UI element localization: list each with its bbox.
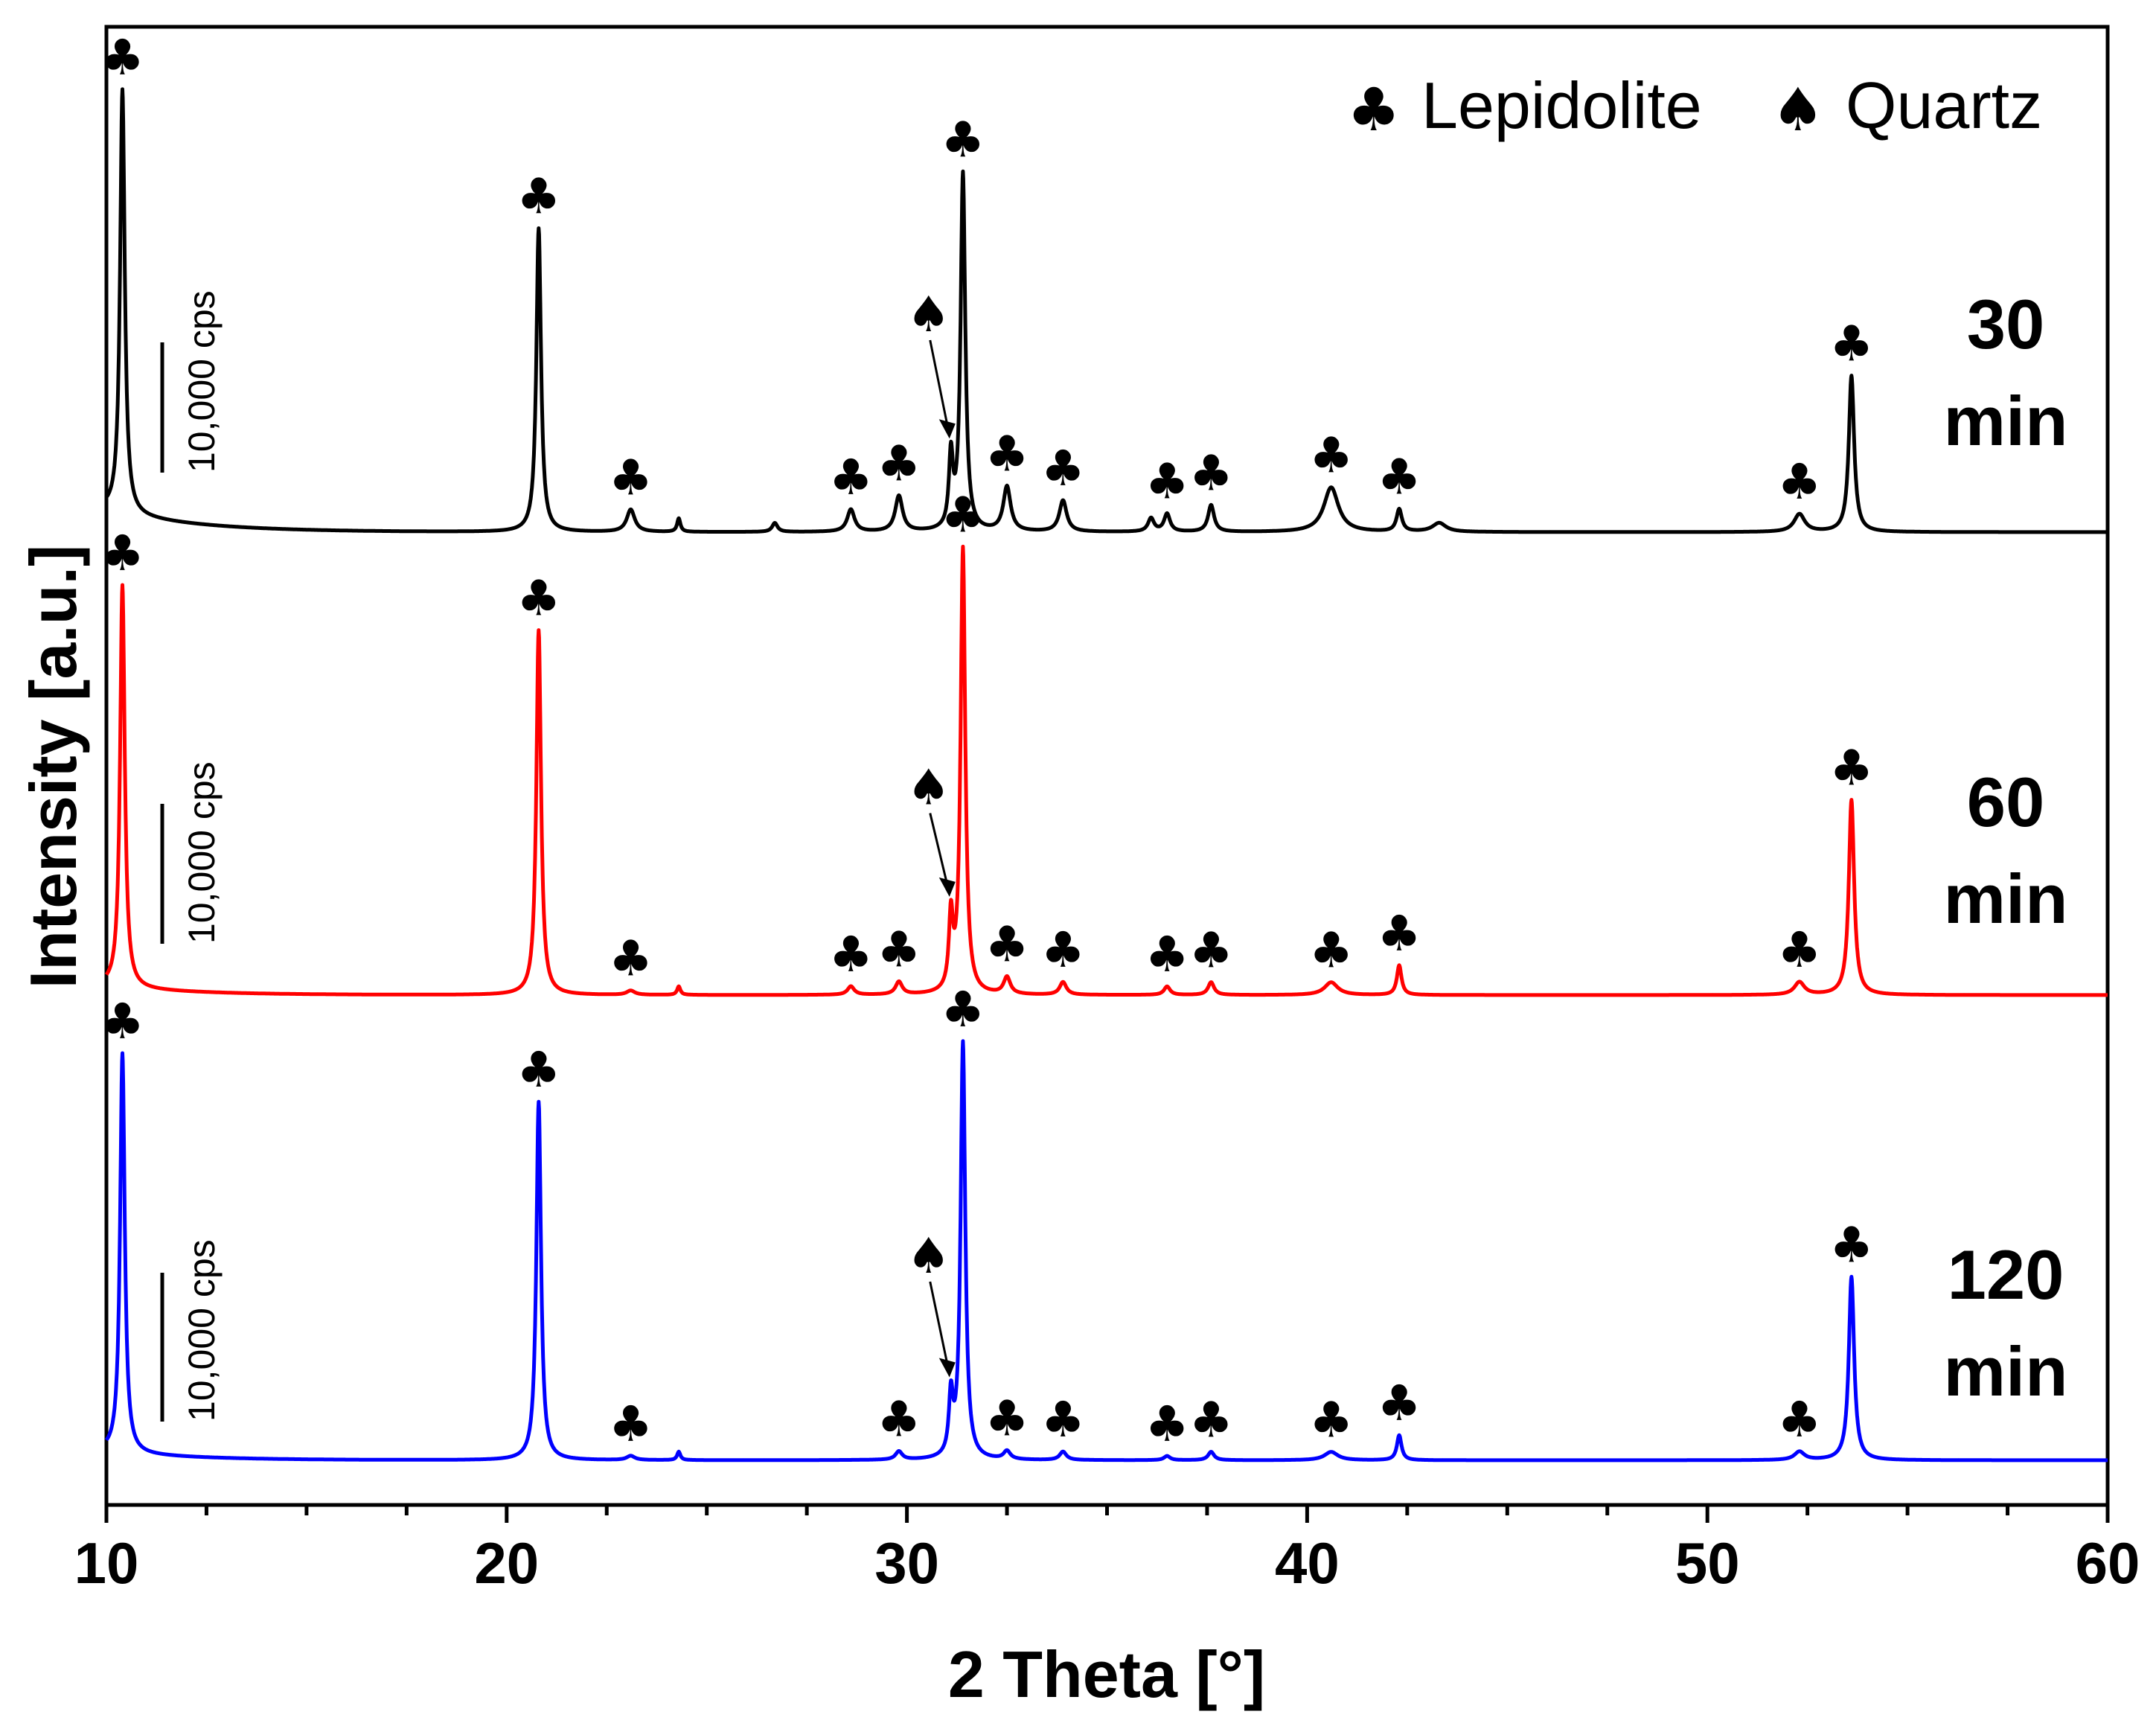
series-line bbox=[104, 87, 2109, 534]
legend-lepidolite-label: Lepidolite bbox=[1421, 68, 1702, 142]
lepidolite-marker: ♣ bbox=[516, 168, 560, 226]
lepidolite-marker: ♣ bbox=[1309, 922, 1353, 979]
legend-quartz-label: Quartz bbox=[1846, 68, 2042, 142]
x-axis-ticks: 10 20 30 40 50 60 bbox=[74, 1505, 2140, 1596]
lepidolite-marker: ♣ bbox=[1041, 440, 1085, 497]
series-label-layer: 30 min 10,000 cps 60 min 10,000 cps 120 min 10,0… bbox=[160, 285, 2068, 1422]
quartz-arrow-line bbox=[929, 1281, 951, 1375]
legend-quartz-symbol: ♠ bbox=[1771, 75, 1825, 144]
lepidolite-marker: ♣ bbox=[1829, 740, 1873, 797]
lepidolite-marker: ♣ bbox=[1378, 905, 1421, 962]
lepidolite-marker: ♣ bbox=[1189, 1392, 1233, 1449]
lepidolite-marker: ♣ bbox=[1041, 1391, 1085, 1448]
lepidolite-marker: ♣ bbox=[985, 915, 1029, 973]
lepidolite-marker: ♣ bbox=[829, 926, 873, 983]
x-tick-label: 30 bbox=[874, 1530, 939, 1596]
quartz-arrow-head bbox=[938, 419, 956, 439]
lepidolite-marker: ♣ bbox=[941, 486, 985, 543]
lepidolite-marker: ♣ bbox=[941, 111, 985, 168]
x-tick-label: 10 bbox=[74, 1530, 139, 1596]
series-time-label: 120 bbox=[1948, 1236, 2064, 1314]
quartz-marker: ♠ bbox=[906, 286, 950, 343]
x-tick-label: 50 bbox=[1675, 1530, 1740, 1596]
lepidolite-marker: ♣ bbox=[516, 1041, 560, 1099]
lepidolite-marker: ♣ bbox=[516, 570, 560, 627]
quartz-arrow-line bbox=[929, 339, 951, 436]
lepidolite-marker: ♣ bbox=[1145, 453, 1189, 510]
x-tick-label: 60 bbox=[2076, 1530, 2140, 1596]
lepidolite-marker: ♣ bbox=[1309, 427, 1353, 485]
plot-frame bbox=[104, 25, 2110, 1507]
x-tick-label: 40 bbox=[1275, 1530, 1340, 1596]
lepidolite-marker: ♣ bbox=[100, 525, 144, 582]
lepidolite-marker: ♣ bbox=[1777, 453, 1821, 511]
lepidolite-marker: ♣ bbox=[1829, 316, 1873, 373]
lepidolite-marker: ♣ bbox=[1309, 1392, 1353, 1449]
lepidolite-marker: ♣ bbox=[609, 930, 653, 988]
lepidolite-marker: ♣ bbox=[829, 449, 873, 506]
lepidolite-marker: ♣ bbox=[941, 981, 985, 1038]
lepidolite-marker: ♣ bbox=[609, 1396, 653, 1453]
lepidolite-marker: ♣ bbox=[1145, 926, 1189, 983]
x-tick-label: 20 bbox=[474, 1530, 539, 1596]
quartz-marker: ♠ bbox=[906, 759, 950, 816]
quartz-arrow-head bbox=[938, 1358, 956, 1378]
legend-lepidolite-symbol: ♣ bbox=[1347, 75, 1401, 144]
lepidolite-marker: ♣ bbox=[985, 425, 1029, 482]
lepidolite-marker: ♣ bbox=[1777, 1391, 1821, 1448]
lepidolite-marker: ♣ bbox=[1378, 1375, 1421, 1432]
peak-marker-layer: ♣ ♣ ♣ ♣ ♣ ♠ ♣ ♣ ♣ ♣ ♣ ♣ ♣ ♣ ♣ ♣ ♣ ♣ ♣ ♣ ♠ ♣ ♣ ♣ ♣ ♣ ♣ ♣ ♣ ♣ ♣ ♣ ♣ ♣ ♠ ♣ ♣ ♣ ♣ ♣… bbox=[100, 29, 1873, 1453]
series-time-label: 60 bbox=[1967, 763, 2045, 841]
series-layer bbox=[104, 87, 2109, 1463]
lepidolite-marker: ♣ bbox=[1829, 1216, 1873, 1273]
y-axis-title: Intensity [a.u.] bbox=[16, 545, 90, 989]
lepidolite-marker: ♣ bbox=[1145, 1396, 1189, 1453]
series-time-unit: min bbox=[1943, 860, 2067, 938]
scale-bar-label: 10,000 cps bbox=[181, 761, 223, 944]
lepidolite-marker: ♣ bbox=[1378, 448, 1421, 505]
lepidolite-marker: ♣ bbox=[100, 29, 144, 86]
series-time-unit: min bbox=[1943, 1332, 2067, 1410]
quartz-arrow-head bbox=[938, 877, 956, 897]
legend: ♣ Lepidolite ♠ Quartz bbox=[1347, 68, 2042, 144]
series-time-label: 30 bbox=[1967, 285, 2045, 363]
lepidolite-marker: ♣ bbox=[1041, 921, 1085, 979]
lepidolite-marker: ♣ bbox=[1777, 921, 1821, 979]
scale-bar-label: 10,000 cps bbox=[181, 1239, 223, 1422]
lepidolite-marker: ♣ bbox=[877, 1390, 921, 1448]
series-time-unit: min bbox=[1943, 382, 2067, 460]
series-line bbox=[104, 1039, 2109, 1463]
series-line bbox=[104, 544, 2109, 997]
scale-bar-label: 10,000 cps bbox=[181, 290, 223, 473]
lepidolite-marker: ♣ bbox=[609, 449, 653, 506]
quartz-marker: ♠ bbox=[906, 1227, 950, 1285]
lepidolite-marker: ♣ bbox=[1189, 922, 1233, 979]
lepidolite-marker: ♣ bbox=[877, 435, 921, 492]
lepidolite-marker: ♣ bbox=[1189, 444, 1233, 502]
lepidolite-marker: ♣ bbox=[100, 993, 144, 1050]
lepidolite-marker: ♣ bbox=[985, 1390, 1029, 1447]
x-axis-title: 2 Theta [°] bbox=[948, 1637, 1265, 1711]
lepidolite-marker: ♣ bbox=[877, 921, 921, 978]
